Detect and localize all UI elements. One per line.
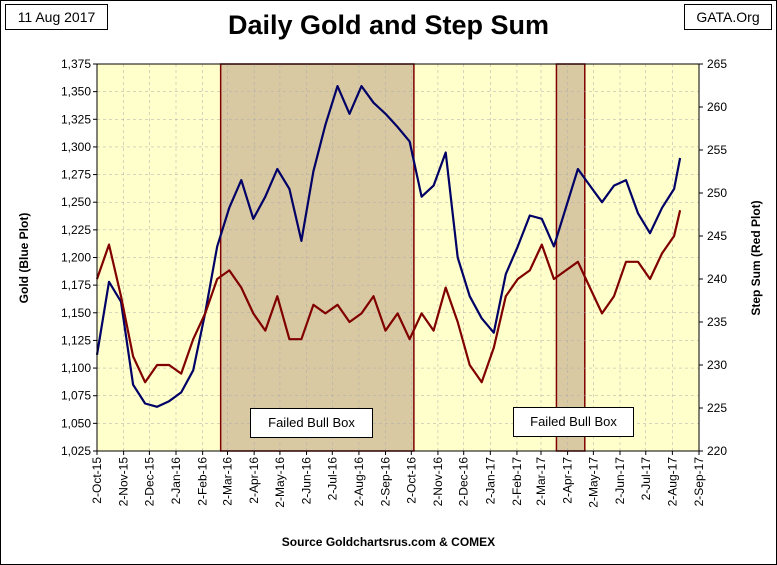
x-tick-label: 2-Sep-16: [379, 457, 393, 507]
x-tick-label: 2-Oct-16: [404, 457, 418, 504]
y-right-tick-label: 225: [707, 401, 727, 415]
x-tick-label: 2-Mar-17: [534, 457, 548, 506]
failed-bull-box-label-1: Failed Bull Box: [250, 408, 373, 438]
x-tick-label: 2-Jun-16: [300, 457, 314, 505]
y-left-tick-label: 1,125: [61, 333, 91, 347]
y-right-tick-label: 240: [707, 272, 727, 286]
x-tick-label: 2-Oct-15: [90, 457, 104, 504]
x-tick-label: 2-Mar-16: [221, 457, 235, 506]
x-tick-label: 2-Feb-17: [510, 457, 524, 506]
x-tick-label: 2-Nov-15: [117, 457, 131, 507]
y-right-tick-label: 230: [707, 358, 727, 372]
gold-price-line: [95, 84, 682, 408]
y-right-tick-label: 255: [707, 143, 727, 157]
y-axis-left-label: Gold (Blue Plot): [17, 213, 31, 304]
y-right-tick-label: 265: [707, 57, 727, 71]
step-sum-line: [95, 209, 682, 384]
y-left-tick-label: 1,150: [61, 306, 91, 320]
y-left-tick-label: 1,175: [61, 278, 91, 292]
date-label: 11 Aug 2017: [5, 4, 108, 30]
y-left-tick-label: 1,300: [61, 140, 91, 154]
x-tick-label: 2-Jul-16: [325, 457, 339, 501]
y-left-tick-label: 1,025: [61, 444, 91, 458]
failed-bull-box-label-2: Failed Bull Box: [513, 407, 634, 437]
source-tag: GATA.Org: [684, 4, 772, 30]
x-tick-label: 2-Aug-16: [352, 457, 366, 507]
y-right-tick-label: 245: [707, 229, 727, 243]
y-left-tick-label: 1,350: [61, 85, 91, 99]
x-tick-label: 2-Nov-16: [431, 457, 445, 507]
x-tick-label: 2-May-16: [273, 457, 287, 508]
y-left-tick-label: 1,200: [61, 251, 91, 265]
x-tick-label: 2-Jun-17: [613, 457, 627, 505]
y-axis-right-label: Step Sum (Red Plot): [749, 200, 763, 315]
x-tick-label: 2-Dec-16: [457, 457, 471, 507]
y-right-tick-label: 235: [707, 315, 727, 329]
y-left-tick-label: 1,100: [61, 361, 91, 375]
x-tick-label: 2-Apr-16: [247, 457, 261, 504]
chart-title: Daily Gold and Step Sum: [227, 10, 550, 40]
y-left-tick-label: 1,075: [61, 389, 91, 403]
x-tick-label: 2-Apr-17: [561, 457, 575, 504]
y-left-tick-label: 1,050: [61, 416, 91, 430]
x-tick-label: 2-Feb-16: [196, 457, 210, 506]
y-right-tick-label: 260: [707, 100, 727, 114]
y-left-tick-label: 1,375: [61, 57, 91, 71]
y-left-tick-label: 1,250: [61, 195, 91, 209]
x-tick-label: 2-Aug-17: [665, 457, 679, 507]
x-tick-label: 2-Dec-15: [142, 457, 156, 507]
x-tick-label: 2-Jan-17: [483, 457, 497, 505]
y-left-tick-label: 1,325: [61, 112, 91, 126]
x-tick-label: 2-May-17: [586, 457, 600, 508]
y-left-tick-label: 1,275: [61, 168, 91, 182]
x-tick-label: 2-Jul-17: [639, 457, 653, 501]
x-tick-label: 2-Sep-17: [692, 457, 706, 507]
x-tick-label: 2-Jan-16: [169, 457, 183, 505]
y-right-tick-label: 220: [707, 444, 727, 458]
y-right-tick-label: 250: [707, 186, 727, 200]
source-footer: Source Goldchartsrus.com & COMEX: [281, 535, 496, 549]
y-left-tick-label: 1,225: [61, 223, 91, 237]
